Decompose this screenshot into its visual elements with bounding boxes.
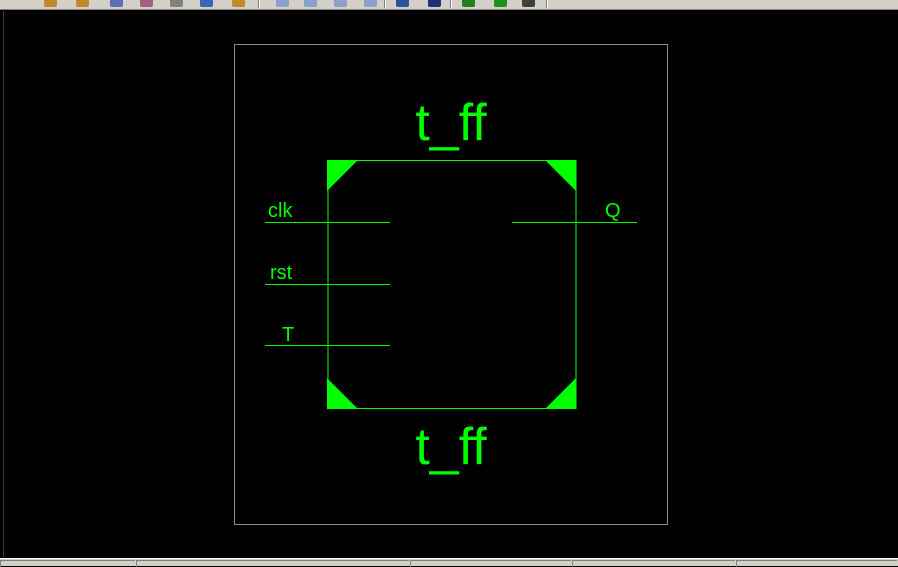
status-segment bbox=[0, 560, 135, 567]
pin-label-clk: clk bbox=[268, 200, 293, 222]
corner-marker bbox=[545, 378, 576, 409]
redo-icon[interactable] bbox=[232, 0, 245, 7]
corner-marker bbox=[327, 378, 358, 409]
arrow-icon[interactable] bbox=[396, 0, 409, 7]
symbol-name-top: t_ff bbox=[415, 94, 487, 152]
status-segment bbox=[136, 560, 409, 567]
status-bar bbox=[0, 558, 898, 567]
tool-icon[interactable] bbox=[522, 0, 535, 7]
corner-marker bbox=[545, 160, 576, 191]
play-icon[interactable] bbox=[462, 0, 475, 7]
symbol-name-bottom: t_ff bbox=[415, 418, 487, 476]
undo-icon[interactable] bbox=[170, 0, 183, 7]
pin-label-t: T bbox=[282, 324, 294, 346]
schematic-canvas[interactable] bbox=[3, 11, 898, 557]
toolbar-separator bbox=[450, 0, 451, 8]
paste-icon[interactable] bbox=[140, 0, 153, 7]
page-icon[interactable] bbox=[364, 0, 377, 7]
edit-icon[interactable] bbox=[76, 0, 89, 7]
copy-icon[interactable] bbox=[110, 0, 123, 7]
pencil-icon[interactable] bbox=[44, 0, 57, 7]
toolbar-separator bbox=[384, 0, 385, 8]
pin-label-rst: rst bbox=[270, 262, 293, 284]
binoculars-icon[interactable] bbox=[428, 0, 441, 7]
toolbar-separator bbox=[258, 0, 259, 8]
pin-label-q: Q bbox=[605, 200, 621, 222]
t-ff-symbol[interactable]: t_ff t_ff clk rst T Q bbox=[265, 94, 637, 476]
status-segment bbox=[572, 560, 735, 567]
page-icon[interactable] bbox=[276, 0, 289, 7]
run-icon[interactable] bbox=[494, 0, 507, 7]
status-segment bbox=[736, 560, 897, 567]
toolbar bbox=[0, 0, 898, 10]
status-segment bbox=[410, 560, 571, 567]
toolbar-separator bbox=[546, 0, 547, 8]
save-icon[interactable] bbox=[200, 0, 213, 7]
page-icon[interactable] bbox=[304, 0, 317, 7]
corner-marker bbox=[327, 160, 358, 191]
page-icon[interactable] bbox=[334, 0, 347, 7]
